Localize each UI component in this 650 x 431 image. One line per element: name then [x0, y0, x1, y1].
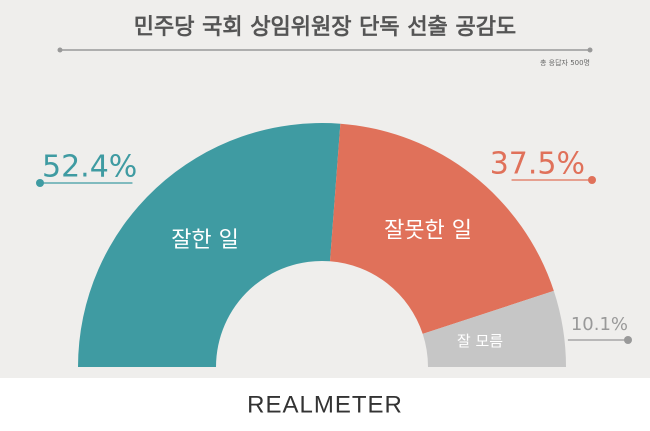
leader-dot	[36, 179, 44, 187]
value-label: 37.5%	[490, 147, 585, 182]
footer-band	[0, 378, 650, 431]
segment	[78, 123, 341, 367]
segment-label: 잘못한 일	[384, 219, 472, 244]
subtitle: 총 응답자 500명	[540, 58, 590, 67]
leader-dot	[588, 176, 596, 184]
segment	[329, 123, 554, 334]
rule-dot	[57, 47, 63, 53]
chart-title: 민주당 국회 상임위원장 단독 선출 공감도	[134, 15, 516, 40]
value-label: 52.4%	[42, 150, 137, 185]
segment-label: 잘 모름	[457, 332, 503, 350]
rule-dot	[587, 47, 593, 53]
segment-label: 잘한 일	[171, 228, 239, 253]
segment	[422, 290, 566, 367]
value-label: 10.1%	[571, 314, 628, 335]
leader-dot	[624, 336, 632, 344]
brand: REALMETER	[247, 391, 403, 418]
